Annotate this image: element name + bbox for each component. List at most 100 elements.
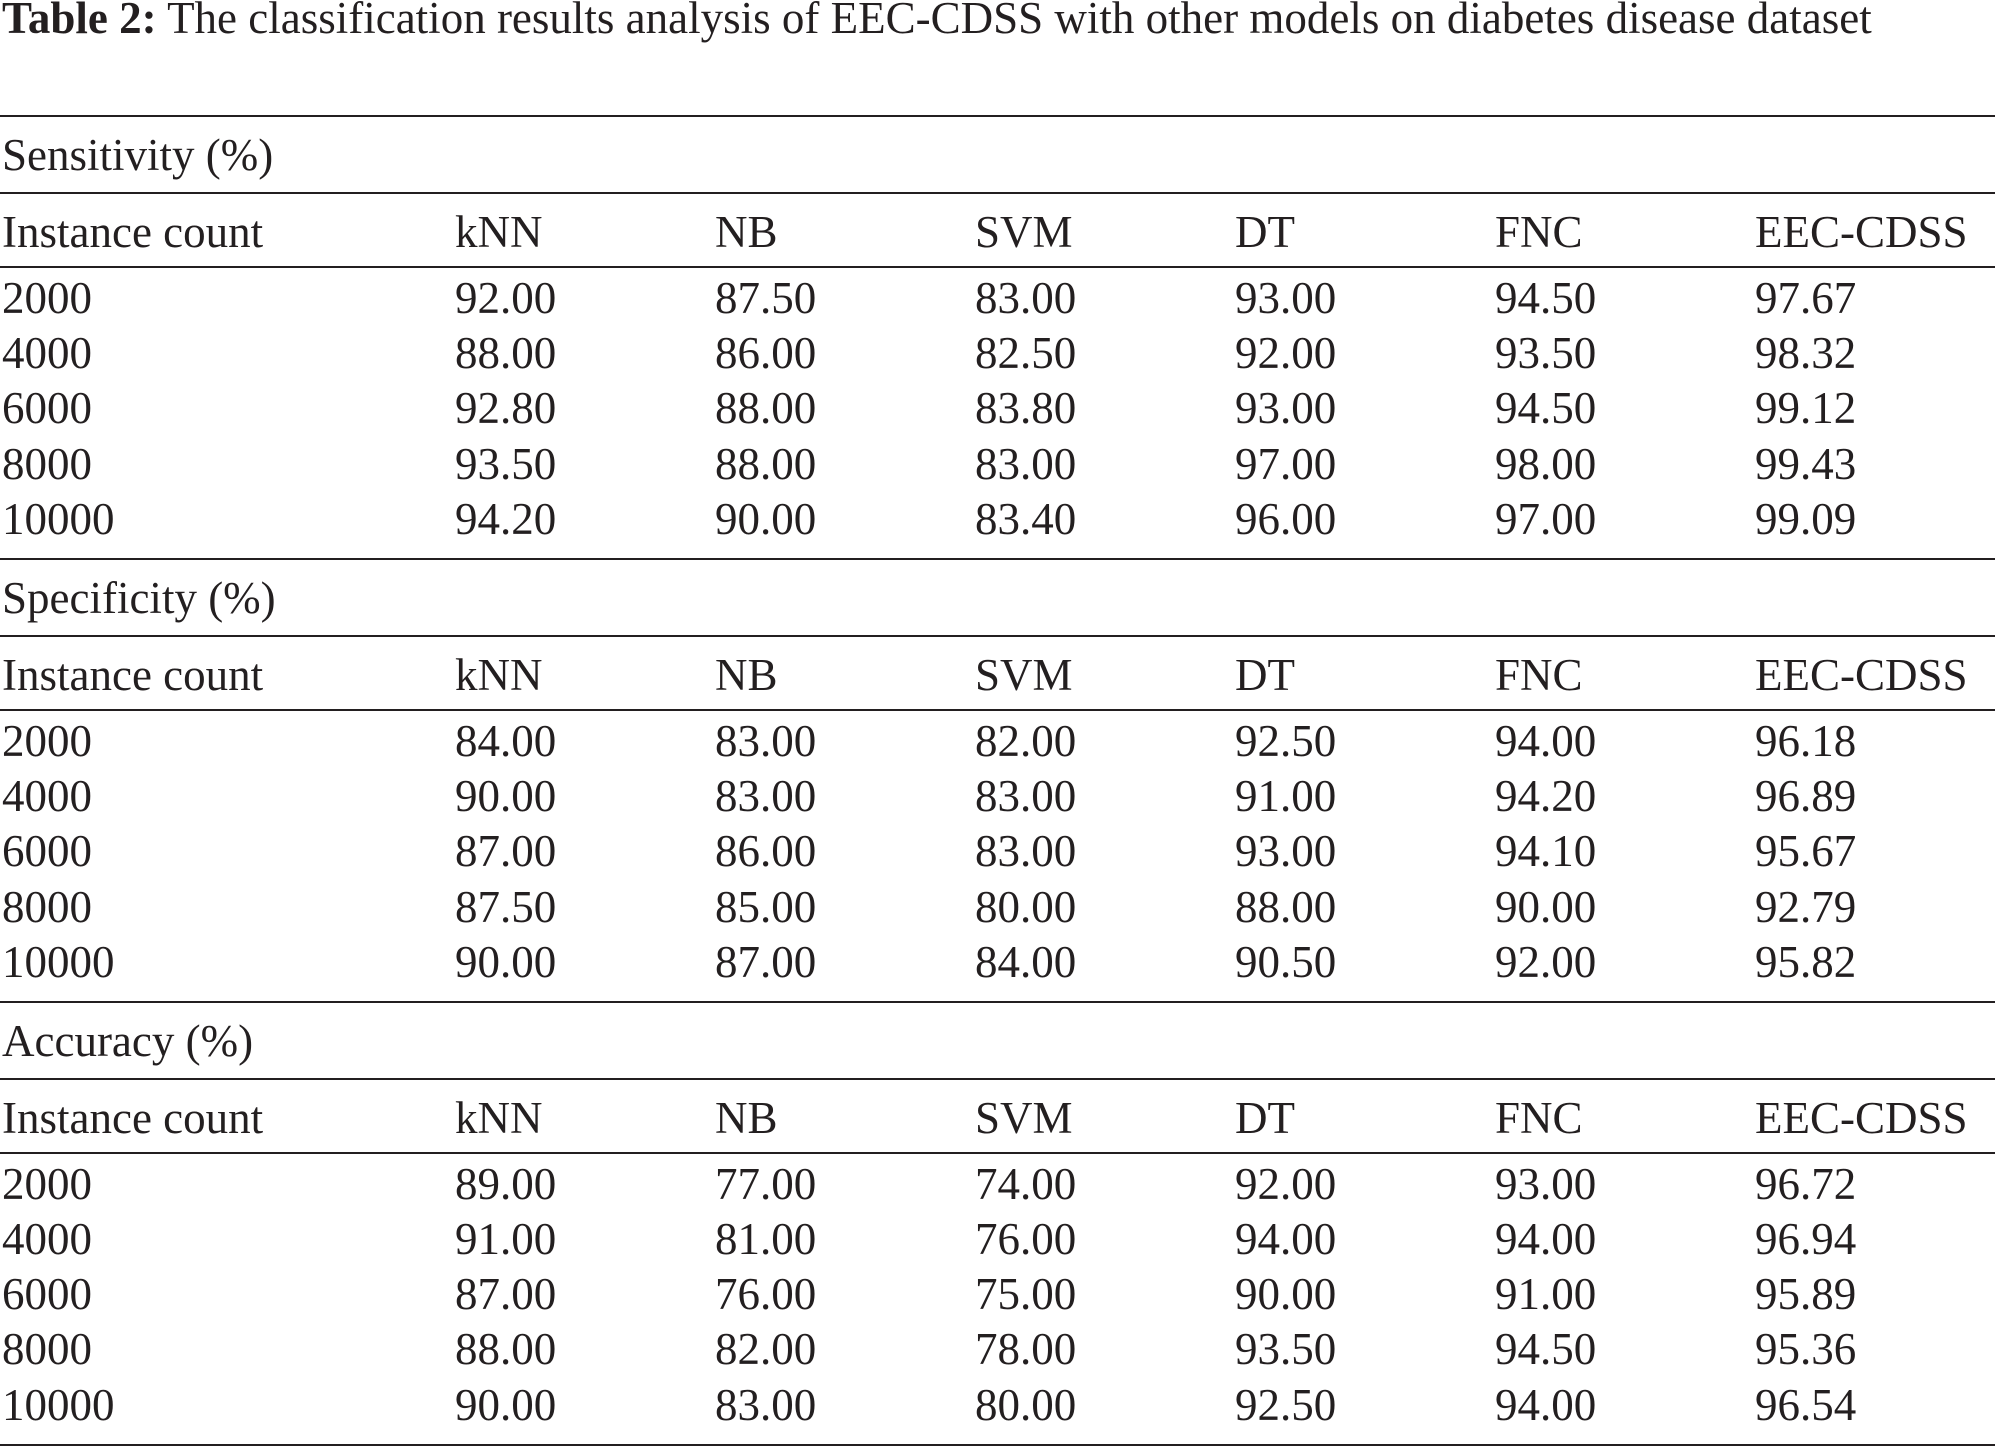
table-bottom-rule bbox=[0, 1443, 1995, 1446]
table-cell: 94.00 bbox=[1495, 715, 1597, 766]
table-cell: 99.09 bbox=[1755, 493, 1857, 544]
table-cell: 96.00 bbox=[1235, 493, 1337, 544]
table-cell: 90.00 bbox=[455, 1379, 557, 1430]
table-cell: 97.67 bbox=[1755, 273, 1857, 323]
table-cell: 80.00 bbox=[975, 1379, 1077, 1430]
section-rows: 2000 89.00 77.00 74.00 92.00 93.00 96.72… bbox=[0, 1154, 1995, 1444]
table-cell: 83.00 bbox=[975, 438, 1077, 489]
table-cell: 93.00 bbox=[1235, 383, 1337, 434]
table-cell: 91.00 bbox=[1495, 1269, 1597, 1320]
header-row: Instance count kNN NB SVM DT FNC EEC-CDS… bbox=[0, 1077, 1995, 1154]
table-cell: 98.00 bbox=[1495, 438, 1597, 489]
table-cell: 86.00 bbox=[715, 826, 817, 877]
table-cell: 75.00 bbox=[975, 1269, 1077, 1320]
table-cell: 97.00 bbox=[1495, 493, 1597, 544]
table-cell: 94.50 bbox=[1495, 1324, 1597, 1375]
table-cell: 80.00 bbox=[975, 881, 1077, 932]
table-cell: 87.50 bbox=[715, 273, 817, 323]
table-cell: 95.36 bbox=[1755, 1324, 1857, 1375]
header-row: Instance count kNN NB SVM DT FNC EEC-CDS… bbox=[0, 634, 1995, 711]
table-row: 6000 92.80 88.00 83.80 93.00 94.50 99.12 bbox=[0, 381, 1995, 436]
table-cell: 95.82 bbox=[1755, 936, 1857, 987]
table-row: 4000 90.00 83.00 83.00 91.00 94.20 96.89 bbox=[0, 769, 1995, 824]
table-row: 8000 93.50 88.00 83.00 97.00 98.00 99.43 bbox=[0, 437, 1995, 492]
table-cell: 4000 bbox=[2, 328, 92, 379]
table-cell: 97.00 bbox=[1235, 438, 1337, 489]
section-rows: 2000 84.00 83.00 82.00 92.50 94.00 96.18… bbox=[0, 711, 1995, 1001]
table-cell: 85.00 bbox=[715, 881, 817, 932]
table-cell: 90.00 bbox=[1235, 1269, 1337, 1320]
table-cell: 94.20 bbox=[455, 493, 557, 544]
table-cell: 93.50 bbox=[1235, 1324, 1337, 1375]
header-cell: kNN bbox=[455, 649, 543, 700]
table-cell: 90.50 bbox=[1235, 936, 1337, 987]
table-cell: 83.40 bbox=[975, 493, 1077, 544]
table-cell: 81.00 bbox=[715, 1214, 817, 1265]
header-cell: SVM bbox=[975, 649, 1073, 700]
table-cell: 6000 bbox=[2, 383, 92, 434]
header-row: Instance count kNN NB SVM DT FNC EEC-CDS… bbox=[0, 192, 1995, 268]
table-cell: 98.32 bbox=[1755, 328, 1857, 379]
table-caption-label: Table 2: bbox=[2, 0, 157, 43]
section-title: Sensitivity (%) bbox=[0, 115, 1995, 192]
header-cell: DT bbox=[1235, 1092, 1295, 1143]
section-title: Accuracy (%) bbox=[0, 1000, 1995, 1078]
table-cell: 94.10 bbox=[1495, 826, 1597, 877]
table-cell: 8000 bbox=[2, 1324, 92, 1375]
table-row: 8000 88.00 82.00 78.00 93.50 94.50 95.36 bbox=[0, 1322, 1995, 1377]
table-cell: 92.80 bbox=[455, 383, 557, 434]
section-title: Specificity (%) bbox=[0, 557, 1995, 635]
table-cell: 4000 bbox=[2, 771, 92, 822]
table-cell: 2000 bbox=[2, 1158, 92, 1209]
section-sensitivity: Sensitivity (%) Instance count kNN NB SV… bbox=[0, 115, 1995, 558]
table-cell: 89.00 bbox=[455, 1158, 557, 1209]
table-cell: 2000 bbox=[2, 273, 92, 323]
table-cell: 76.00 bbox=[715, 1269, 817, 1320]
header-cell: NB bbox=[715, 649, 778, 700]
table-cell: 84.00 bbox=[455, 715, 557, 766]
table-cell: 96.54 bbox=[1755, 1379, 1857, 1430]
table-caption: Table 2: The classification results anal… bbox=[2, 0, 1992, 44]
table-cell: 83.00 bbox=[715, 715, 817, 766]
header-cell: SVM bbox=[975, 207, 1073, 257]
table-cell: 92.50 bbox=[1235, 1379, 1337, 1430]
table-row: 10000 94.20 90.00 83.40 96.00 97.00 99.0… bbox=[0, 492, 1995, 547]
table-cell: 83.00 bbox=[715, 771, 817, 822]
table-cell: 4000 bbox=[2, 1214, 92, 1265]
header-cell: kNN bbox=[455, 1092, 543, 1143]
table-caption-text: The classification results analysis of E… bbox=[167, 0, 1872, 43]
table-row: 6000 87.00 76.00 75.00 90.00 91.00 95.89 bbox=[0, 1267, 1995, 1322]
header-cell: Instance count bbox=[2, 207, 264, 257]
table-cell: 93.50 bbox=[455, 438, 557, 489]
table-row: 2000 84.00 83.00 82.00 92.50 94.00 96.18 bbox=[0, 714, 1995, 769]
table-row: 8000 87.50 85.00 80.00 88.00 90.00 92.79 bbox=[0, 880, 1995, 935]
table-cell: 95.89 bbox=[1755, 1269, 1857, 1320]
section-rows: 2000 92.00 87.50 83.00 93.00 94.50 97.67… bbox=[0, 268, 1995, 558]
results-table: Sensitivity (%) Instance count kNN NB SV… bbox=[0, 115, 1995, 1446]
table-cell: 95.67 bbox=[1755, 826, 1857, 877]
header-cell: EEC-CDSS bbox=[1755, 1092, 1968, 1143]
section-specificity: Specificity (%) Instance count kNN NB SV… bbox=[0, 557, 1995, 1001]
table-cell: 83.00 bbox=[975, 273, 1077, 323]
table-cell: 10000 bbox=[2, 493, 115, 544]
table-cell: 90.00 bbox=[715, 493, 817, 544]
header-cell: SVM bbox=[975, 1092, 1073, 1143]
header-cell: NB bbox=[715, 207, 778, 257]
header-cell: FNC bbox=[1495, 207, 1583, 257]
table-cell: 6000 bbox=[2, 826, 92, 877]
section-accuracy: Accuracy (%) Instance count kNN NB SVM D… bbox=[0, 1000, 1995, 1444]
table-cell: 90.00 bbox=[1495, 881, 1597, 932]
table-cell: 88.00 bbox=[455, 328, 557, 379]
table-cell: 87.00 bbox=[455, 826, 557, 877]
table-row: 4000 91.00 81.00 76.00 94.00 94.00 96.94 bbox=[0, 1212, 1995, 1267]
table-cell: 96.94 bbox=[1755, 1214, 1857, 1265]
table-cell: 93.00 bbox=[1235, 273, 1337, 323]
table-row: 2000 89.00 77.00 74.00 92.00 93.00 96.72 bbox=[0, 1157, 1995, 1212]
table-cell: 87.50 bbox=[455, 881, 557, 932]
table-cell: 2000 bbox=[2, 715, 92, 766]
table-cell: 10000 bbox=[2, 1379, 115, 1430]
table-cell: 77.00 bbox=[715, 1158, 817, 1209]
table-row: 10000 90.00 83.00 80.00 92.50 94.00 96.5… bbox=[0, 1378, 1995, 1433]
table-cell: 88.00 bbox=[1235, 881, 1337, 932]
